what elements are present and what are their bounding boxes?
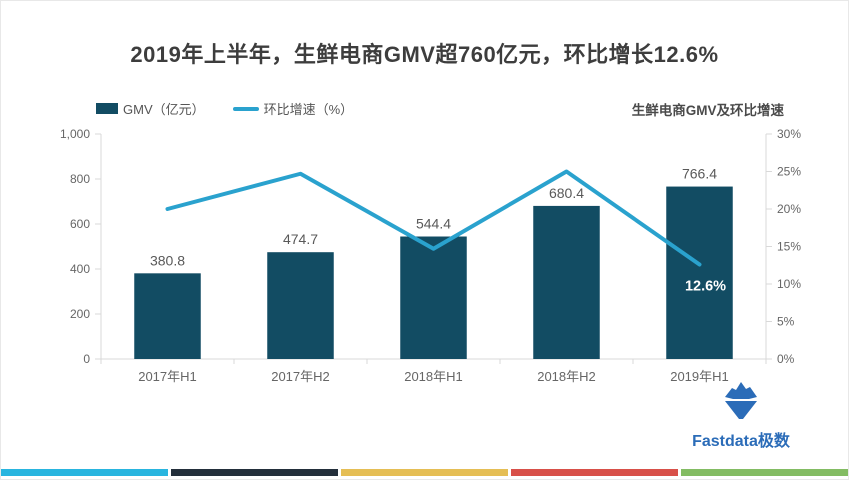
stripe-segment-cyan [1, 469, 168, 476]
growth-highlight-label: 12.6% [685, 279, 726, 295]
brand-logo-text: Fastdata极数 [692, 433, 790, 450]
bar-series-swatch-icon [96, 103, 118, 114]
right-axis-tick-label: 30% [777, 127, 801, 141]
growth-line [165, 169, 702, 267]
gmv-bar [134, 273, 201, 359]
right-axis-tick-label: 20% [777, 202, 801, 216]
bar-value-label: 474.7 [283, 231, 318, 247]
right-axis-tick-label: 10% [777, 277, 801, 291]
brand-logo: Fastdata极数 [676, 382, 806, 451]
page-title: 2019年上半年，生鲜电商GMV超760亿元，环比增长12.6% [130, 42, 719, 67]
right-axis-tick-label: 25% [777, 165, 801, 179]
left-axis-tick-label: 0 [83, 352, 90, 366]
chart-subtitle: 生鲜电商GMV及环比增速 [631, 103, 784, 118]
stripe-segment-red [511, 469, 678, 476]
x-axis-category-label: 2017年H2 [271, 369, 330, 384]
legend-label-gmv: GMV（亿元） [123, 102, 205, 117]
x-axis-category-label: 2017年H1 [138, 369, 197, 384]
x-axis-category-label: 2019年H1 [670, 369, 729, 384]
x-axis-category-label: 2018年H1 [404, 369, 463, 384]
legend: GMV（亿元） 环比增速（%） [96, 99, 353, 118]
right-axis-tick-label: 0% [777, 352, 795, 366]
gmv-bar [533, 205, 600, 359]
gmv-bar [400, 236, 467, 359]
legend-item-gmv: GMV（亿元） [96, 99, 205, 118]
footer-color-stripe [1, 469, 848, 476]
bar-value-label: 544.4 [416, 216, 451, 232]
left-axis-tick-label: 1,000 [60, 127, 90, 141]
x-axis-category-label: 2018年H2 [537, 369, 596, 384]
stripe-segment-green [681, 469, 848, 476]
legend-item-growth: 环比增速（%） [232, 99, 354, 118]
legend-label-growth: 环比增速（%） [263, 102, 354, 117]
bar-value-label: 766.4 [682, 166, 717, 182]
iceberg-logo-icon [723, 382, 759, 419]
left-axis-tick-label: 800 [70, 172, 90, 186]
right-axis-tick-label: 15% [777, 240, 801, 254]
bar-value-label: 680.4 [549, 185, 584, 201]
right-axis-tick-label: 5% [777, 315, 795, 329]
gmv-bar [267, 252, 334, 359]
bar-value-label: 380.8 [150, 252, 185, 268]
left-axis-tick-label: 600 [70, 217, 90, 231]
left-axis-tick-label: 200 [70, 307, 90, 321]
line-series-swatch-icon [232, 106, 259, 111]
left-axis-tick-label: 400 [70, 262, 90, 276]
stripe-segment-yellow [341, 469, 508, 476]
gmv-bar [666, 186, 733, 359]
stripe-segment-navy [171, 469, 338, 476]
bar-line-chart: 0 200 400 600 800 1,000 0% 5% 10% 15% 20% 25% 30% 201… [60, 127, 801, 384]
